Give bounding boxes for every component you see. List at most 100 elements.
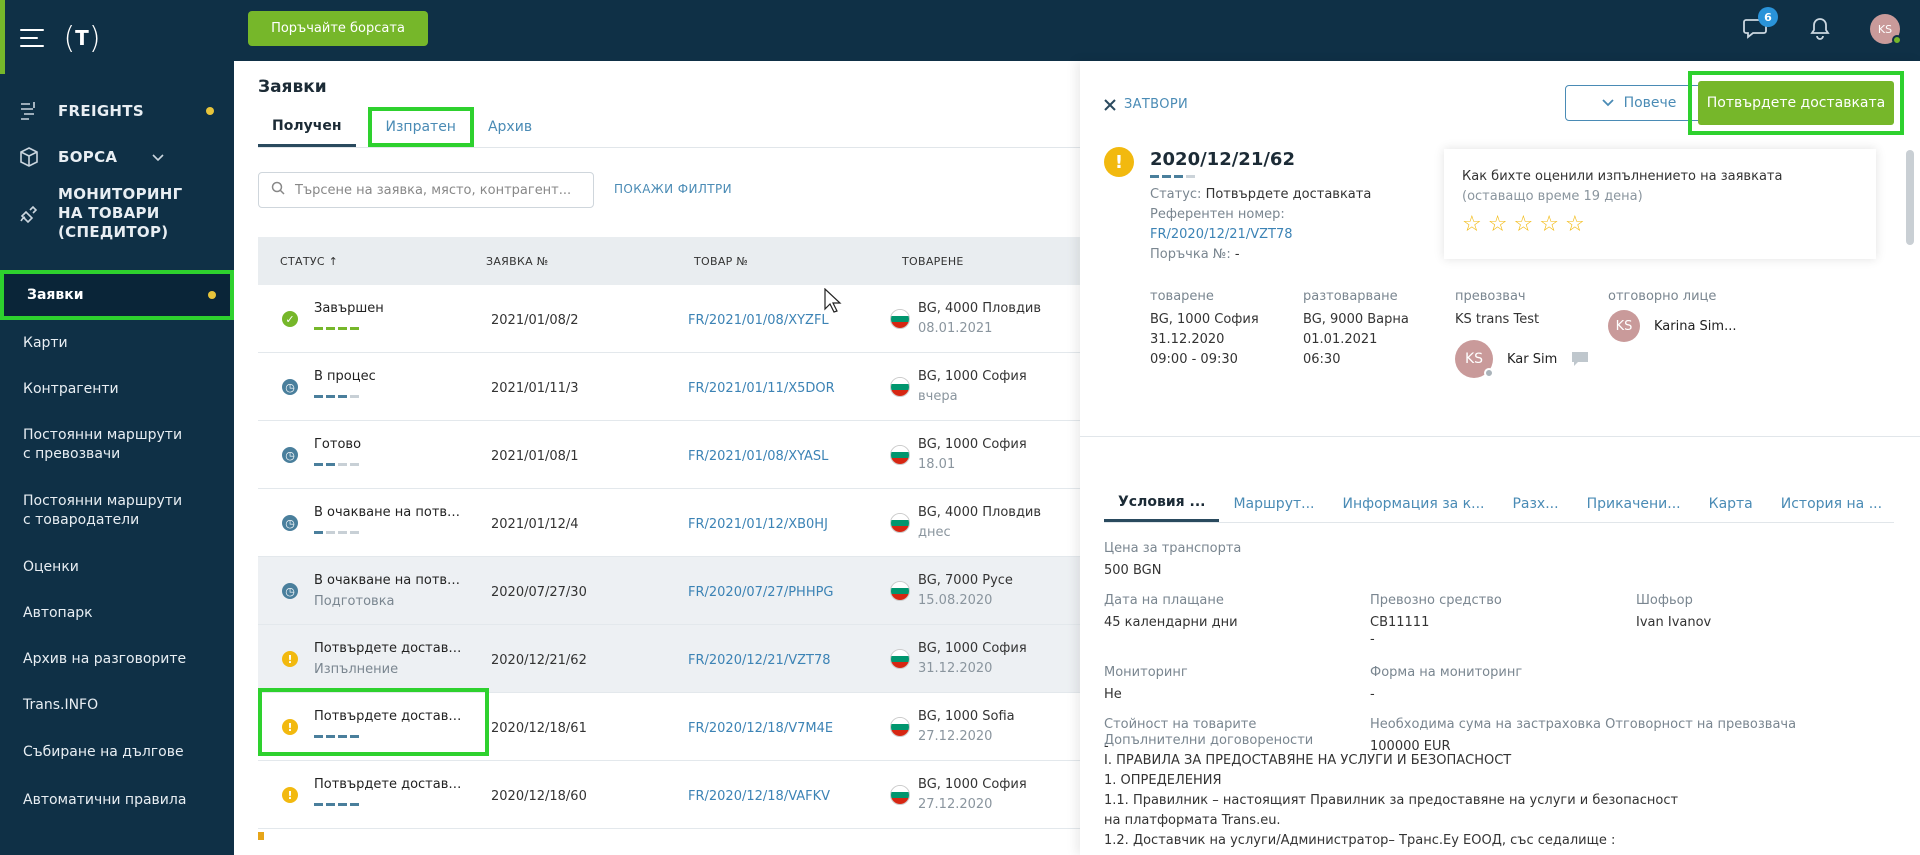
user-avatar[interactable]: KS <box>1870 14 1902 45</box>
confirm-delivery-button[interactable]: Потвърдете доставката <box>1688 71 1904 135</box>
column-header-loading[interactable]: ТОВАРЕНЕ <box>902 254 964 268</box>
panel-scrollbar[interactable] <box>1906 150 1914 245</box>
sidebar-item-debt-collection[interactable]: Събиране на дългове <box>23 744 184 760</box>
tab-costs[interactable]: Разх... <box>1512 495 1559 512</box>
progress-dashes <box>314 803 359 806</box>
tab-sent[interactable]: Изпратен <box>367 107 474 147</box>
rating-stars[interactable]: ☆ ☆ ☆ ☆ ☆ <box>1462 212 1858 237</box>
progress-dashes <box>314 531 359 534</box>
cargo-link[interactable]: FR/2021/01/08/XYASL <box>688 449 829 464</box>
sidebar-item-bourse[interactable]: БОРСА <box>0 134 234 180</box>
sidebar-item-routes-carriers[interactable]: Постоянни маршрути с превозвачи <box>23 427 183 462</box>
tab-route[interactable]: Маршрут... <box>1233 495 1315 512</box>
divider <box>1080 436 1920 437</box>
page-title: Заявки <box>258 77 327 97</box>
offline-status-icon <box>1484 368 1494 378</box>
sidebar-item-chat-archive[interactable]: Архив на разговорите <box>23 651 187 667</box>
star-icon[interactable]: ☆ <box>1539 212 1559 237</box>
sidebar-item-automatic-rules[interactable]: Автоматични правила <box>23 792 187 808</box>
bulgaria-flag-icon <box>890 649 910 669</box>
column-header-order[interactable]: ЗАЯВКА № <box>486 254 549 268</box>
tab-cargo-info[interactable]: Информация за к... <box>1342 495 1485 512</box>
tab-map[interactable]: Карта <box>1708 495 1753 512</box>
chat-bubble-icon[interactable] <box>1571 351 1589 367</box>
progress-dashes <box>314 463 359 466</box>
bulgaria-flag-icon <box>890 309 910 329</box>
progress-dashes <box>314 395 359 398</box>
sidebar-item-fleet[interactable]: Автопарк <box>23 605 93 621</box>
column-header-cargo[interactable]: ТОВАР № <box>694 254 749 268</box>
star-icon[interactable]: ☆ <box>1513 212 1534 237</box>
sidebar-links: Заявки Карти Контрагенти Постоянни маршр… <box>0 270 234 824</box>
cargo-link[interactable]: FR/2020/07/27/PHHPG <box>688 585 834 600</box>
clock-icon: ◷ <box>282 447 298 463</box>
tab-history[interactable]: История на ... <box>1780 495 1883 512</box>
search-icon <box>271 181 285 199</box>
column-header-status[interactable]: СТАТУС ↑ <box>280 254 339 268</box>
responsible-contact[interactable]: KS Karina Sim... <box>1608 310 1736 342</box>
sidebar-item-freights[interactable]: FREIGHTS <box>0 88 234 134</box>
goods-value-field: Стойност на товарите - <box>1104 717 1257 754</box>
cargo-link[interactable]: FR/2021/01/11/X5DOR <box>688 381 835 396</box>
star-icon[interactable]: ☆ <box>1487 212 1508 237</box>
more-button[interactable]: Повече <box>1565 85 1713 121</box>
table-row[interactable]: ✓ Завършен 2021/01/08/2 FR/2021/01/08/XY… <box>258 285 1080 353</box>
notification-dot <box>206 107 214 115</box>
search-input[interactable]: Търсене на заявка, място, контрагент... <box>258 172 594 208</box>
table-row[interactable]: ! Потвърдете доставк... 2020/12/18/60 FR… <box>258 761 1080 829</box>
order-meta: Статус: Потвърдете доставката Референтен… <box>1150 187 1372 262</box>
tab-archive[interactable]: Архив <box>487 119 533 135</box>
table-row[interactable]: ◷ В очакване на потвъ... Подготовка 2020… <box>258 557 1080 625</box>
table-row-selected[interactable]: ! Потвърдете доставк... Изпълнение 2020/… <box>258 625 1080 693</box>
box-icon <box>16 145 42 169</box>
brand: (T) <box>20 20 104 56</box>
cargo-link[interactable]: FR/2020/12/21/VZT78 <box>688 653 831 668</box>
cargo-link[interactable]: FR/2021/01/08/XYZFL <box>688 313 829 328</box>
clock-icon: ◷ <box>282 583 298 599</box>
table-row[interactable]: ◷ В очакване на потвъ... 2021/01/12/4 FR… <box>258 489 1080 557</box>
bulgaria-flag-icon <box>890 581 910 601</box>
mouse-cursor-icon <box>824 288 842 313</box>
cargo-link[interactable]: FR/2020/12/18/VAFKV <box>688 789 831 804</box>
bulgaria-flag-icon <box>890 377 910 397</box>
table-row[interactable]: ◷ В процес 2021/01/11/3 FR/2021/01/11/X5… <box>258 353 1080 421</box>
sidebar-item-monitoring[interactable]: МОНИТОРИНГ НА ТОВАРИ (СПЕДИТОР) <box>0 180 234 246</box>
tab-received[interactable]: Получен <box>258 107 356 147</box>
chat-icon[interactable]: 6 <box>1742 7 1778 42</box>
order-bourse-button[interactable]: Поръчайте борсата <box>248 11 428 46</box>
responsible-info: отговорно лице KS Karina Sim... <box>1608 289 1736 342</box>
close-button[interactable]: ЗАТВОРИ <box>1104 97 1188 112</box>
logo[interactable]: (T) <box>63 20 101 56</box>
star-icon[interactable]: ☆ <box>1462 212 1482 237</box>
sidebar-item-transinfo[interactable]: Trans.INFO <box>23 697 99 713</box>
table-row[interactable]: ◷ Готово 2021/01/08/1 FR/2021/01/08/XYAS… <box>258 421 1080 489</box>
star-icon[interactable]: ☆ <box>1564 212 1585 237</box>
sidebar-item-maps[interactable]: Карти <box>23 335 68 351</box>
chat-badge: 6 <box>1758 7 1778 27</box>
reference-link[interactable]: FR/2020/12/21/VZT78 <box>1150 227 1293 242</box>
order-detail-panel: ЗАТВОРИ Повече Потвърдете доставката ! 2… <box>1080 61 1920 855</box>
cargo-link[interactable]: FR/2020/12/18/V7M4E <box>688 721 834 736</box>
bell-icon[interactable] <box>1806 14 1834 42</box>
divider <box>258 147 1080 148</box>
route-icon <box>16 99 42 123</box>
monitoring-field: Мониторинг Не <box>1104 665 1188 702</box>
warning-icon: ! <box>282 719 298 735</box>
sidebar-item-ratings[interactable]: Оценки <box>23 559 79 575</box>
unloading-info: разтоварване BG, 9000 Варна 01.01.2021 0… <box>1303 289 1409 367</box>
sidebar-item-routes-shippers[interactable]: Постоянни маршрути с товародатели <box>23 493 183 528</box>
warning-icon: ! <box>1104 147 1134 177</box>
tab-conditions[interactable]: Условия ... <box>1104 485 1220 522</box>
carrier-contact[interactable]: KS Kar Sim <box>1455 340 1589 378</box>
table-row[interactable]: ! Потвърдете доставк... 2020/12/18/61 FR… <box>258 693 1080 761</box>
sidebar-item-contractors[interactable]: Контрагенти <box>23 381 119 397</box>
tab-attachments[interactable]: Прикачени... <box>1586 495 1681 512</box>
carrier-info: превозвач KS trans Test KS Kar Sim <box>1455 289 1589 378</box>
close-icon <box>1104 98 1116 111</box>
menu-icon[interactable] <box>20 29 44 47</box>
check-icon: ✓ <box>282 311 298 327</box>
sidebar-item-orders[interactable]: Заявки <box>0 270 234 320</box>
cargo-link[interactable]: FR/2021/01/12/XB0HJ <box>688 517 828 532</box>
warning-icon: ! <box>282 651 298 667</box>
show-filters-link[interactable]: ПОКАЖИ ФИЛТРИ <box>614 182 732 196</box>
